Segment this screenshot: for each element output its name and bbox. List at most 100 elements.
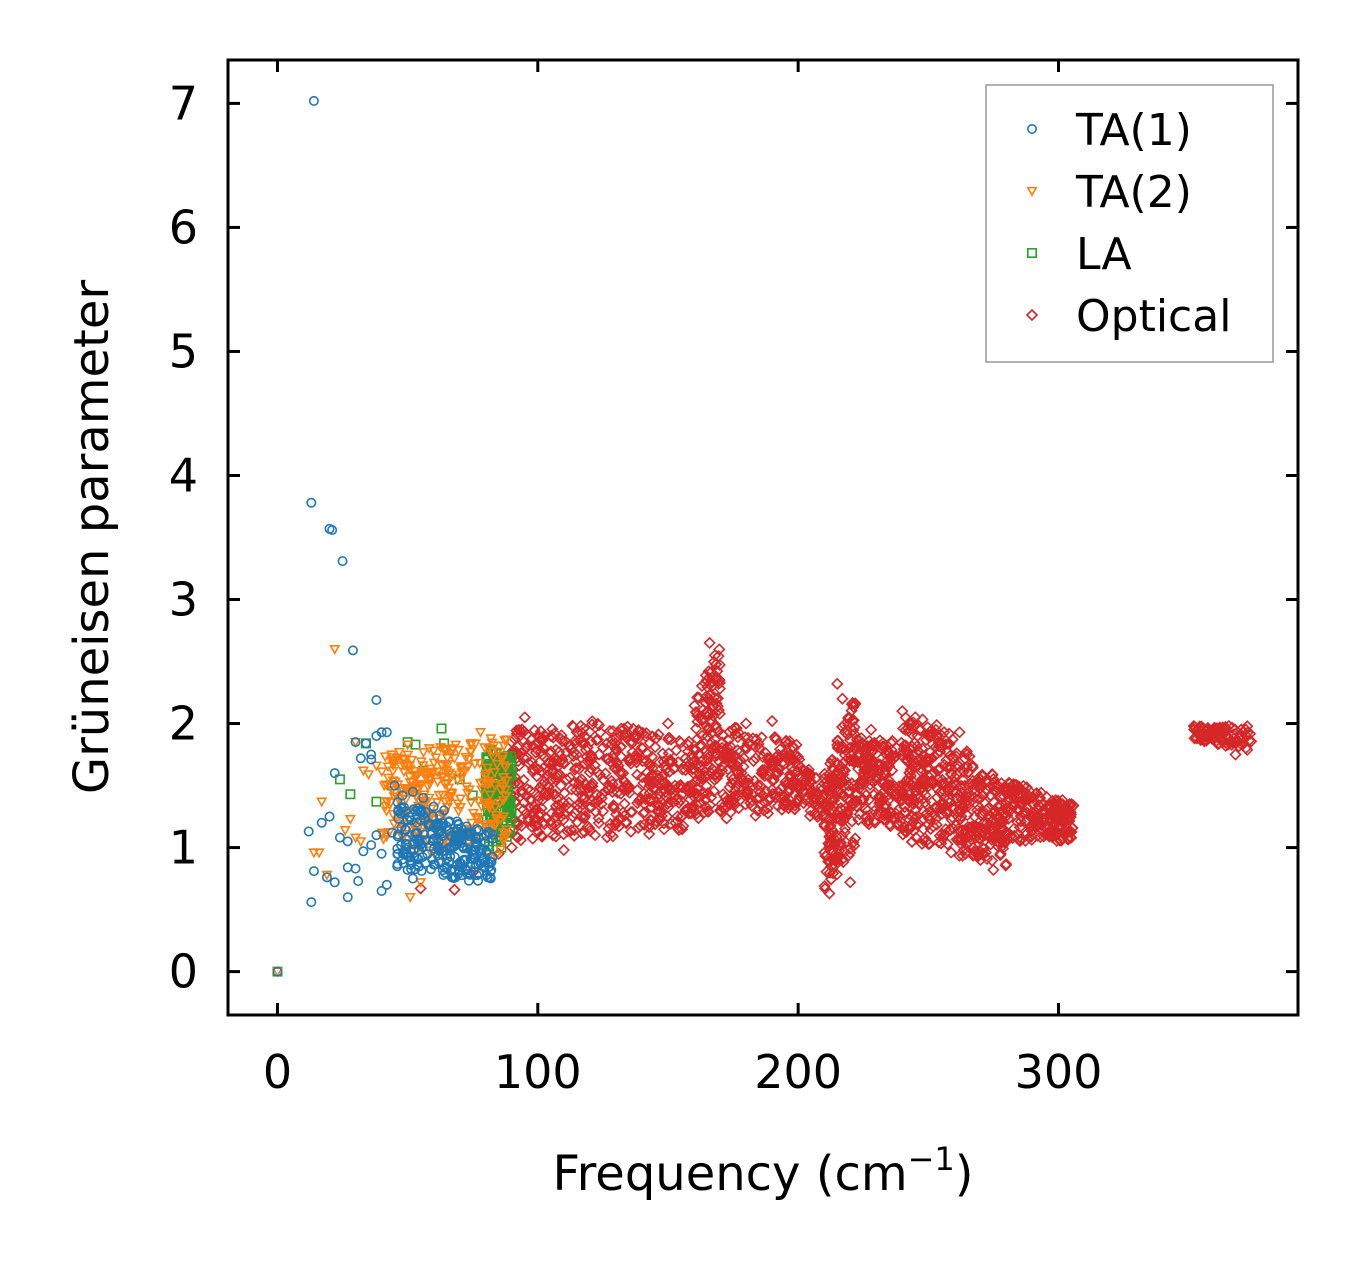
data-point	[708, 649, 721, 662]
data-point	[472, 796, 484, 807]
data-point	[427, 767, 439, 778]
data-point	[1198, 735, 1211, 748]
data-point	[387, 827, 398, 838]
data-point	[533, 781, 547, 795]
data-point	[386, 750, 398, 761]
data-point	[547, 764, 560, 777]
data-point	[606, 778, 619, 791]
data-point	[400, 824, 411, 835]
data-point	[637, 776, 650, 790]
x-tick-label: 100	[494, 1045, 582, 1099]
data-point	[885, 737, 898, 750]
data-point	[436, 760, 448, 771]
data-point	[530, 803, 543, 817]
data-point	[546, 757, 560, 771]
data-point	[1065, 798, 1078, 811]
data-point	[573, 796, 587, 810]
data-point	[1006, 790, 1019, 804]
data-point	[534, 725, 547, 738]
data-point	[612, 820, 626, 833]
data-point	[406, 815, 417, 826]
data-point	[849, 832, 862, 845]
y-tick-label: 7	[169, 76, 198, 130]
data-point	[450, 740, 462, 751]
data-point	[883, 747, 896, 760]
data-point	[412, 827, 423, 838]
data-point	[990, 781, 1003, 794]
data-point	[931, 791, 944, 804]
data-point	[866, 745, 879, 758]
data-point	[489, 803, 501, 814]
data-point	[498, 812, 510, 823]
data-point	[950, 792, 964, 805]
data-point	[822, 778, 835, 791]
data-point	[961, 760, 974, 774]
y-tick-label: 0	[169, 945, 198, 999]
data-point	[879, 764, 893, 777]
data-point	[921, 763, 934, 776]
data-point	[548, 788, 562, 801]
data-point	[834, 770, 847, 783]
data-point	[961, 748, 974, 761]
data-point	[387, 766, 399, 777]
data-point	[756, 750, 769, 764]
data-point	[696, 713, 709, 726]
data-point	[838, 812, 852, 825]
data-point	[441, 779, 453, 790]
data-point	[836, 853, 849, 866]
data-point	[392, 861, 403, 872]
data-point	[876, 736, 890, 750]
data-point	[905, 722, 919, 735]
data-point	[1026, 817, 1039, 831]
data-point	[848, 721, 861, 734]
data-point	[436, 723, 447, 734]
data-point	[715, 764, 729, 777]
data-point	[466, 827, 477, 838]
data-point	[488, 741, 500, 752]
x-axis-label: Frequency (cm−1)	[552, 1140, 973, 1202]
data-point	[903, 766, 916, 779]
data-point	[695, 739, 709, 752]
data-point	[712, 744, 726, 757]
data-point	[956, 824, 969, 837]
data-point	[638, 806, 651, 819]
data-point	[738, 741, 751, 755]
data-point	[746, 732, 760, 745]
data-point	[744, 796, 757, 810]
data-point	[1035, 786, 1048, 799]
data-point	[657, 755, 670, 768]
data-point	[461, 821, 472, 832]
data-point	[877, 760, 890, 773]
data-point	[517, 725, 531, 738]
data-point	[460, 752, 472, 763]
data-point	[892, 803, 905, 816]
data-point	[666, 787, 679, 800]
data-point	[487, 851, 498, 862]
data-point	[609, 737, 622, 750]
data-point	[465, 869, 476, 880]
data-point	[842, 711, 855, 724]
data-point	[977, 805, 990, 818]
data-point	[709, 706, 722, 720]
data-point	[449, 841, 460, 852]
data-point	[773, 790, 786, 803]
data-point	[1213, 729, 1227, 743]
data-point	[701, 751, 714, 765]
data-point	[980, 804, 993, 817]
data-point	[662, 747, 675, 760]
data-point	[586, 777, 599, 790]
data-point	[648, 776, 661, 789]
data-point	[731, 731, 744, 744]
data-point	[423, 775, 435, 786]
data-point	[644, 792, 657, 805]
data-point	[407, 873, 418, 884]
data-point	[355, 837, 367, 848]
data-point	[428, 746, 440, 757]
data-point	[440, 746, 452, 757]
data-point	[540, 778, 553, 791]
data-point	[584, 735, 598, 748]
data-point	[948, 778, 961, 792]
data-point	[770, 765, 783, 778]
data-point	[494, 845, 507, 856]
data-point	[655, 770, 669, 783]
